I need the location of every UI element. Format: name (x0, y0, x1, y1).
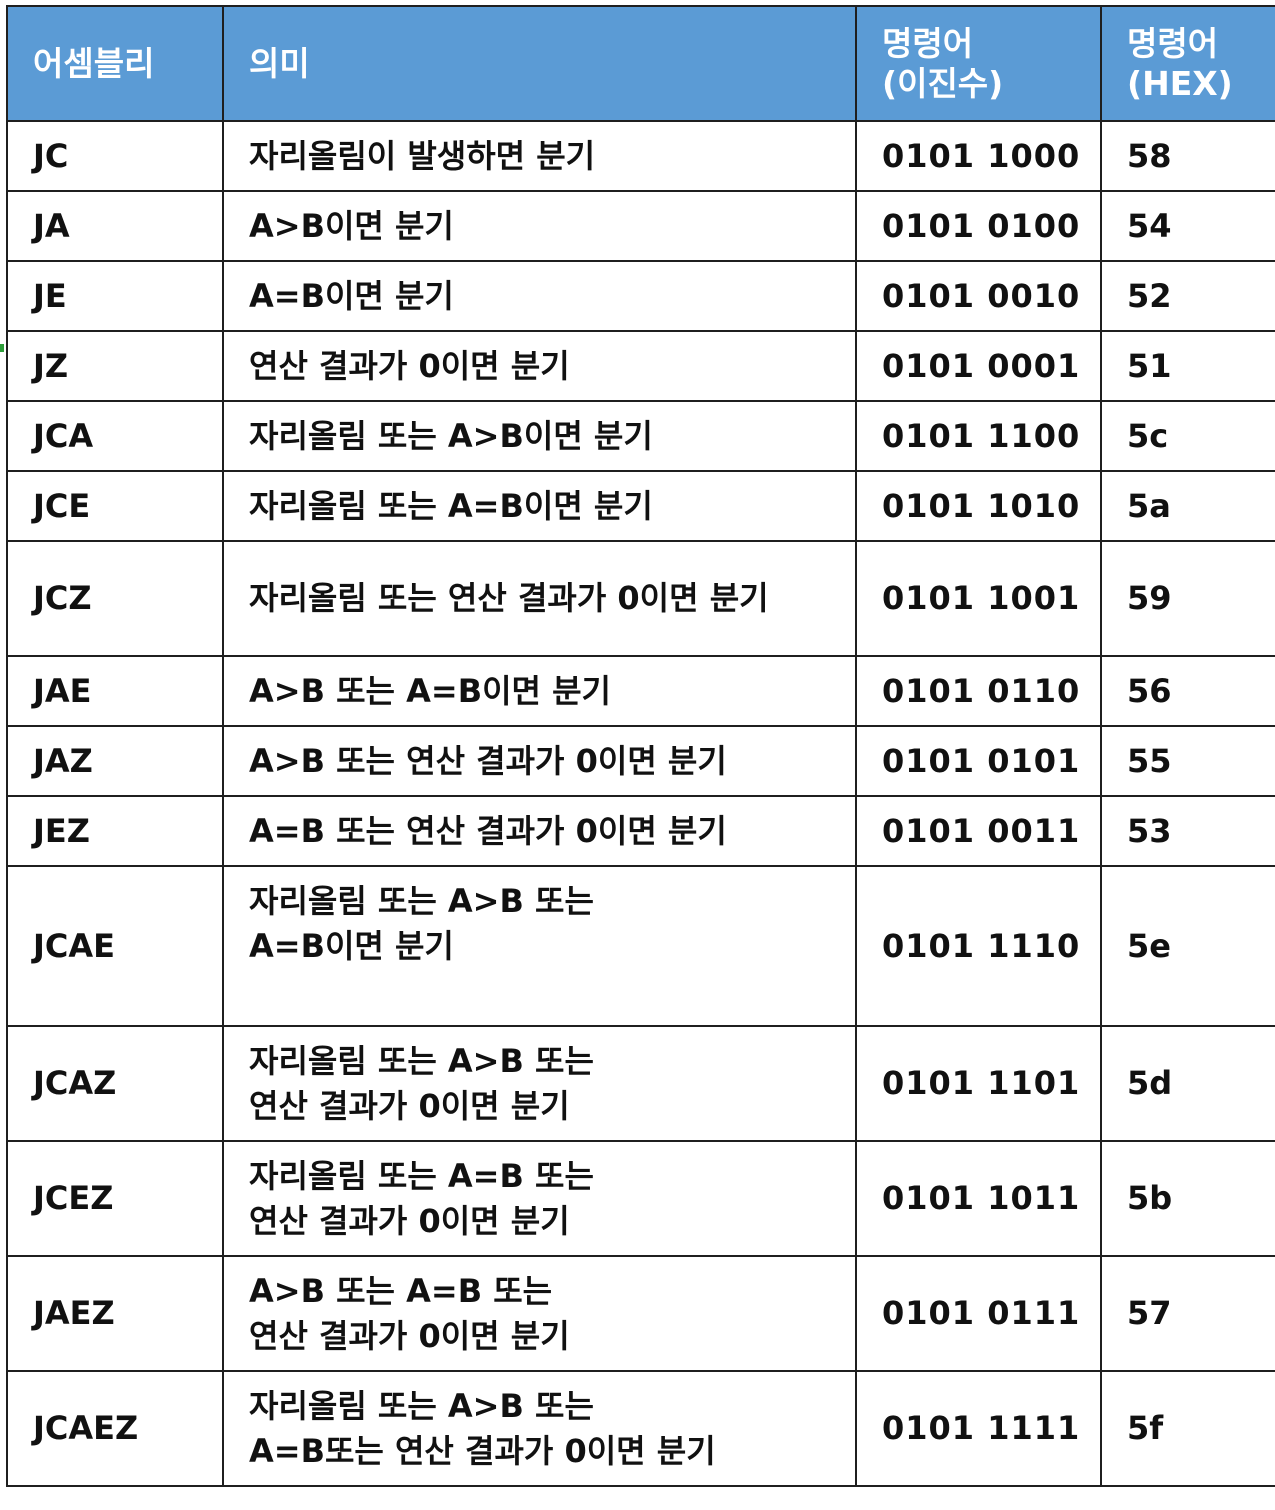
cell-binary: 0101 1010 (855, 470, 1102, 542)
cell-meaning: A>B이면 분기 (222, 190, 857, 262)
cell-hex: 53 (1100, 795, 1275, 867)
cell-assembly: JZ (6, 330, 224, 402)
cell-meaning-line2: A=B또는 연산 결과가 0이면 분기 (249, 1431, 716, 1470)
cell-hex: 5a (1100, 470, 1275, 542)
cell-binary: 0101 1011 (855, 1140, 1102, 1257)
green-edge-mark (0, 344, 4, 352)
cell-meaning: 연산 결과가 0이면 분기 (222, 330, 857, 402)
cell-meaning-spacer (249, 969, 854, 1014)
cell-hex: 5d (1100, 1025, 1275, 1142)
cell-meaning-line1: A>B 또는 A=B 또는 (249, 1271, 553, 1310)
cell-meaning-line1: 자리올림 또는 A>B 또는 (249, 1041, 594, 1080)
cell-binary: 0101 1100 (855, 400, 1102, 472)
cell-hex: 58 (1100, 120, 1275, 192)
table-row: JA A>B이면 분기 0101 0100 54 (6, 190, 1275, 262)
cell-hex: 5b (1100, 1140, 1275, 1257)
cell-meaning: A>B 또는 A=B이면 분기 (222, 655, 857, 727)
cell-hex: 5e (1100, 865, 1275, 1027)
header-hex: 명령어 (HEX) (1100, 5, 1275, 122)
cell-meaning-line2: A=B이면 분기 (249, 926, 454, 965)
cell-meaning-line2: 연산 결과가 0이면 분기 (249, 1086, 570, 1125)
cell-binary: 0101 1110 (855, 865, 1102, 1027)
cell-meaning: 자리올림 또는 A=B 또는 연산 결과가 0이면 분기 (222, 1140, 857, 1257)
cell-assembly: JE (6, 260, 224, 332)
cell-assembly: JEZ (6, 795, 224, 867)
table-row: JCA 자리올림 또는 A>B이면 분기 0101 1100 5c (6, 400, 1275, 472)
cell-binary: 0101 0001 (855, 330, 1102, 402)
cell-meaning: A=B 또는 연산 결과가 0이면 분기 (222, 795, 857, 867)
table-row: JCEZ 자리올림 또는 A=B 또는 연산 결과가 0이면 분기 0101 1… (6, 1140, 1275, 1257)
header-assembly: 어셈블리 (6, 5, 224, 122)
cell-meaning-line1: 자리올림 또는 A=B 또는 (249, 1156, 594, 1195)
cell-binary: 0101 0110 (855, 655, 1102, 727)
table-row: JE A=B이면 분기 0101 0010 52 (6, 260, 1275, 332)
cell-meaning: 자리올림 또는 연산 결과가 0이면 분기 (222, 540, 857, 657)
cell-hex: 59 (1100, 540, 1275, 657)
table-row: JCAE 자리올림 또는 A>B 또는 A=B이면 분기 0101 1110 5… (6, 865, 1275, 1027)
header-row: 어셈블리 의미 명령어 (이진수) 명령어 (HEX) (6, 5, 1275, 122)
cell-binary: 0101 0111 (855, 1255, 1102, 1372)
cell-meaning: A>B 또는 A=B 또는 연산 결과가 0이면 분기 (222, 1255, 857, 1372)
header-binary-line1: 명령어 (882, 23, 974, 63)
cell-assembly: JCZ (6, 540, 224, 657)
header-hex-line1: 명령어 (1127, 23, 1219, 63)
cell-hex: 57 (1100, 1255, 1275, 1372)
table-row: JAEZ A>B 또는 A=B 또는 연산 결과가 0이면 분기 0101 01… (6, 1255, 1275, 1372)
cell-assembly: JAZ (6, 725, 224, 797)
cell-meaning: 자리올림 또는 A>B 또는 연산 결과가 0이면 분기 (222, 1025, 857, 1142)
cell-meaning: 자리올림 또는 A>B이면 분기 (222, 400, 857, 472)
cell-binary: 0101 0010 (855, 260, 1102, 332)
table-row: JC 자리올림이 발생하면 분기 0101 1000 58 (6, 120, 1275, 192)
cell-meaning: 자리올림 또는 A=B이면 분기 (222, 470, 857, 542)
cell-hex: 54 (1100, 190, 1275, 262)
cell-assembly: JAEZ (6, 1255, 224, 1372)
cell-binary: 0101 1101 (855, 1025, 1102, 1142)
cell-meaning-line1: 자리올림 또는 A>B 또는 (249, 881, 594, 920)
table-row: JZ 연산 결과가 0이면 분기 0101 0001 51 (6, 330, 1275, 402)
header-binary-line2: (이진수) (882, 63, 1004, 103)
cell-meaning: 자리올림 또는 A>B 또는 A=B또는 연산 결과가 0이면 분기 (222, 1370, 857, 1487)
header-hex-line2: (HEX) (1127, 63, 1233, 103)
cell-meaning: A>B 또는 연산 결과가 0이면 분기 (222, 725, 857, 797)
cell-assembly: JCAEZ (6, 1370, 224, 1487)
cell-meaning-line1: 자리올림 또는 A>B 또는 (249, 1386, 594, 1425)
cell-binary: 0101 1000 (855, 120, 1102, 192)
cell-meaning: 자리올림이 발생하면 분기 (222, 120, 857, 192)
cell-meaning-line2: 연산 결과가 0이면 분기 (249, 1201, 570, 1240)
cell-assembly: JCAE (6, 865, 224, 1027)
cell-binary: 0101 1001 (855, 540, 1102, 657)
cell-meaning: A=B이면 분기 (222, 260, 857, 332)
table-row: JAZ A>B 또는 연산 결과가 0이면 분기 0101 0101 55 (6, 725, 1275, 797)
table-row: JCAZ 자리올림 또는 A>B 또는 연산 결과가 0이면 분기 0101 1… (6, 1025, 1275, 1142)
cell-assembly: JCE (6, 470, 224, 542)
cell-binary: 0101 0100 (855, 190, 1102, 262)
cell-hex: 5f (1100, 1370, 1275, 1487)
cell-binary: 0101 0101 (855, 725, 1102, 797)
jump-instruction-table: 어셈블리 의미 명령어 (이진수) 명령어 (HEX) JC 자리올림이 발생하… (6, 5, 1275, 1487)
table-row: JCAEZ 자리올림 또는 A>B 또는 A=B또는 연산 결과가 0이면 분기… (6, 1370, 1275, 1487)
table-wrapper: 어셈블리 의미 명령어 (이진수) 명령어 (HEX) JC 자리올림이 발생하… (6, 5, 1275, 1487)
cell-meaning-line2: 연산 결과가 0이면 분기 (249, 1316, 570, 1355)
table-row: JAE A>B 또는 A=B이면 분기 0101 0110 56 (6, 655, 1275, 727)
cell-hex: 5c (1100, 400, 1275, 472)
cell-assembly: JAE (6, 655, 224, 727)
table-row: JEZ A=B 또는 연산 결과가 0이면 분기 0101 0011 53 (6, 795, 1275, 867)
cell-hex: 52 (1100, 260, 1275, 332)
cell-hex: 55 (1100, 725, 1275, 797)
header-binary: 명령어 (이진수) (855, 5, 1102, 122)
cell-binary: 0101 1111 (855, 1370, 1102, 1487)
cell-assembly: JCEZ (6, 1140, 224, 1257)
cell-meaning: 자리올림 또는 A>B 또는 A=B이면 분기 (222, 865, 857, 1027)
table-row: JCE 자리올림 또는 A=B이면 분기 0101 1010 5a (6, 470, 1275, 542)
cell-assembly: JC (6, 120, 224, 192)
cell-hex: 56 (1100, 655, 1275, 727)
table-row: JCZ 자리올림 또는 연산 결과가 0이면 분기 0101 1001 59 (6, 540, 1275, 657)
cell-assembly: JCAZ (6, 1025, 224, 1142)
cell-assembly: JCA (6, 400, 224, 472)
header-meaning: 의미 (222, 5, 857, 122)
cell-hex: 51 (1100, 330, 1275, 402)
cell-assembly: JA (6, 190, 224, 262)
cell-binary: 0101 0011 (855, 795, 1102, 867)
